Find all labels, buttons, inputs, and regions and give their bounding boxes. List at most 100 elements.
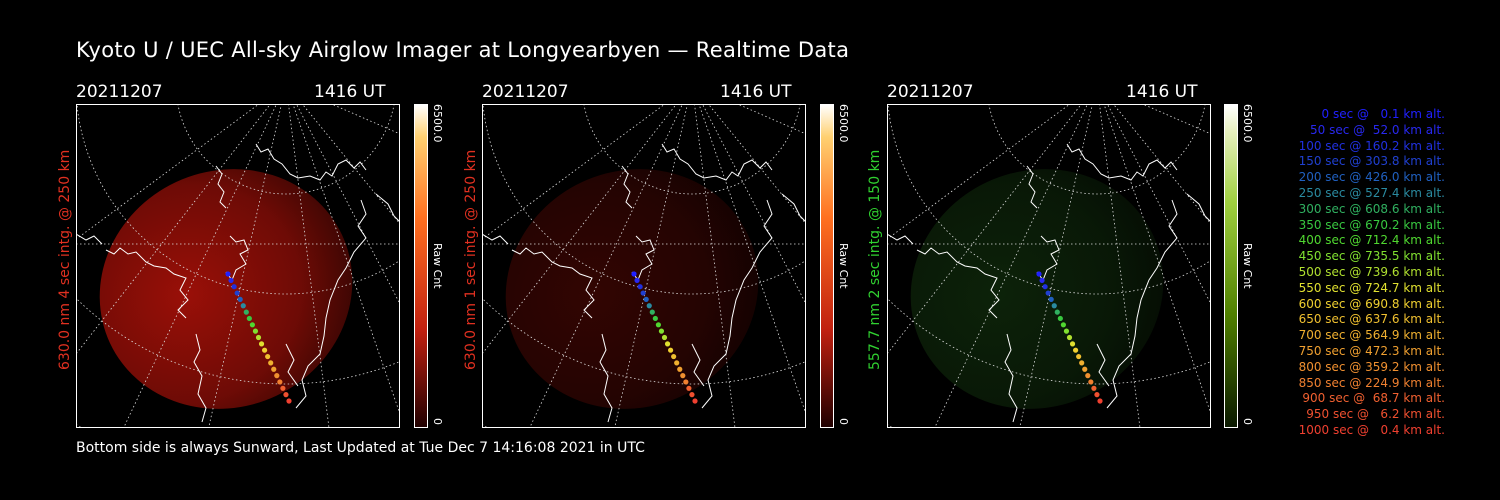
trajectory-point: [686, 385, 692, 391]
trajectory-point: [277, 379, 283, 385]
trajectory-point: [1051, 303, 1057, 309]
trajectory-point: [283, 392, 289, 398]
trajectory-point: [258, 341, 265, 347]
panel-2-time: 1416 UT: [720, 82, 792, 102]
trajectory-point: [286, 398, 292, 404]
panel-1-time: 1416 UT: [314, 82, 386, 102]
trajectory-point: [646, 303, 652, 309]
trajectory-point: [677, 366, 683, 372]
trajectory-point: [249, 322, 255, 328]
trajectory-point: [271, 366, 277, 372]
coastline: [887, 143, 1211, 423]
trajectory-point: [631, 271, 637, 277]
legend-row: 200 sec @ 426.0 km alt.: [1298, 170, 1445, 185]
trajectory-point: [1097, 398, 1103, 404]
panel-1-side-label: 630.0 nm 4 sec intg. @ 250 km: [57, 149, 73, 370]
legend-row: 650 sec @ 637.6 km alt.: [1298, 312, 1445, 327]
trajectory-point: [255, 334, 262, 341]
coastline: [76, 143, 400, 423]
legend-row: 100 sec @ 160.2 km alt.: [1298, 138, 1445, 153]
trajectory-point: [689, 392, 695, 398]
grid-lines: [482, 104, 806, 428]
panel-1-colorbar: [414, 104, 428, 428]
trajectory-point: [1073, 347, 1079, 353]
legend-row: 250 sec @ 527.4 km alt.: [1298, 185, 1445, 200]
trajectory-point: [1054, 309, 1060, 315]
grid-lines: [76, 104, 400, 428]
trajectory-point: [674, 360, 680, 366]
panel-1-cbar-max: 6500.0: [431, 104, 444, 143]
trajectory-point: [1094, 392, 1100, 398]
legend-row: 800 sec @ 359.2 km alt.: [1298, 359, 1445, 374]
panel-1-date: 20211207: [76, 82, 163, 102]
panel-2-allsky-image: [482, 104, 806, 428]
legend-row: 550 sec @ 724.7 km alt.: [1298, 280, 1445, 295]
legend-row: 600 sec @ 690.8 km alt.: [1298, 296, 1445, 311]
trajectory-point: [228, 277, 234, 283]
grid-lines: [887, 104, 1211, 428]
trajectory-point: [668, 347, 674, 353]
trajectory-point: [1060, 322, 1066, 328]
trajectory-point: [1057, 315, 1063, 322]
airglow-emission-region: [99, 169, 353, 409]
legend-row: 150 sec @ 303.8 km alt.: [1298, 154, 1445, 169]
panel-2-cbar-unit: Raw Cnt: [837, 243, 850, 289]
trajectory-point: [1066, 334, 1073, 341]
trajectory-point: [1042, 284, 1048, 290]
panel-2-side-label: 630.0 nm 1 sec intg. @ 250 km: [463, 149, 479, 370]
trajectory-point: [1069, 341, 1076, 347]
legend-row: 750 sec @ 472.3 km alt.: [1298, 343, 1445, 358]
footer-note: Bottom side is always Sunward, Last Upda…: [76, 440, 645, 456]
trajectory-point: [671, 353, 677, 360]
trajectory-point: [1082, 366, 1088, 372]
panel-2-colorbar: [820, 104, 834, 428]
trajectory-point: [262, 347, 268, 353]
trajectory-track: [225, 271, 292, 404]
trajectory-point: [1076, 353, 1082, 360]
panel-3-side-label: 557.7 nm 2 sec intg. @ 150 km: [867, 149, 883, 370]
airglow-emission-region: [910, 169, 1164, 409]
legend-row: 350 sec @ 670.2 km alt.: [1298, 217, 1445, 232]
trajectory-point: [231, 284, 237, 290]
panel-2-cbar-max: 6500.0: [837, 104, 850, 143]
trajectory-point: [680, 373, 686, 379]
trajectory-point: [265, 353, 271, 360]
trajectory-point: [692, 398, 698, 404]
trajectory-point: [1036, 271, 1042, 277]
trajectory-point: [1079, 360, 1085, 366]
legend-row: 700 sec @ 564.9 km alt.: [1298, 328, 1445, 343]
trajectory-point: [1048, 296, 1054, 302]
legend-row: 300 sec @ 608.6 km alt.: [1298, 201, 1445, 216]
trajectory-point: [1088, 379, 1094, 385]
trajectory-point: [243, 309, 249, 315]
trajectory-point: [1085, 373, 1091, 379]
trajectory-point: [655, 322, 661, 328]
legend-row: 900 sec @ 68.7 km alt.: [1302, 391, 1445, 406]
trajectory-point: [268, 360, 274, 366]
trajectory-point: [240, 303, 246, 309]
trajectory-point: [1063, 328, 1070, 334]
trajectory-point: [234, 290, 240, 296]
trajectory-point: [246, 315, 252, 322]
legend-row: 1000 sec @ 0.4 km alt.: [1298, 422, 1445, 437]
panel-3-date: 20211207: [887, 82, 974, 102]
trajectory-point: [274, 373, 280, 379]
trajectory-track: [631, 271, 698, 404]
trajectory-point: [237, 296, 243, 302]
trajectory-point: [637, 284, 643, 290]
page-title: Kyoto U / UEC All-sky Airglow Imager at …: [76, 38, 850, 62]
panel-1-cbar-unit: Raw Cnt: [431, 243, 444, 289]
trajectory-point: [252, 328, 259, 334]
trajectory-point: [1091, 385, 1097, 391]
legend-row: 950 sec @ 6.2 km alt.: [1306, 407, 1445, 422]
airglow-emission-region: [505, 169, 759, 409]
trajectory-point: [643, 296, 649, 302]
panel-1-allsky-image: [76, 104, 400, 428]
trajectory-point: [280, 385, 286, 391]
legend-row: 0 sec @ 0.1 km alt.: [1321, 107, 1446, 121]
trajectory-point: [661, 334, 668, 341]
panel-2-date: 20211207: [482, 82, 569, 102]
panel-1-cbar-min: 0: [431, 418, 444, 425]
trajectory-point: [1045, 290, 1051, 296]
trajectory-point: [634, 277, 640, 283]
